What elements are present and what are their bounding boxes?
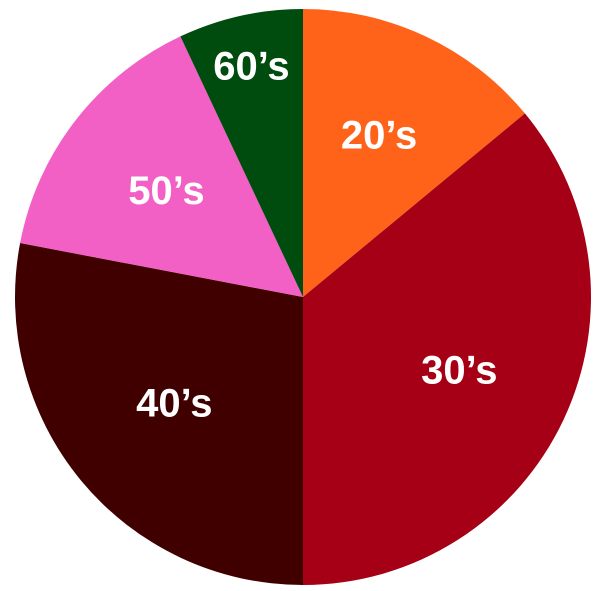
pie-slice-5 [180,9,303,297]
slice-label-3: 40’s [136,381,212,425]
slice-label-1: 20’s [341,113,417,157]
slice-label-4: 50’s [128,169,204,213]
pie-slice-4 [20,36,304,297]
pie-slice-3 [14,243,304,585]
slice-label-5: 60’s [213,45,289,89]
slice-label-2: 30’s [421,349,497,393]
pie-slice-2 [303,113,591,586]
pie-slice-1 [303,9,525,297]
